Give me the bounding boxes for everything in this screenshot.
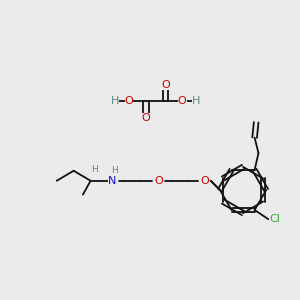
Text: Cl: Cl xyxy=(269,214,280,224)
Text: H: H xyxy=(111,166,118,175)
Text: O: O xyxy=(161,80,170,89)
Text: O: O xyxy=(142,113,150,123)
Text: H: H xyxy=(91,166,98,175)
Text: O: O xyxy=(125,96,134,106)
Text: O: O xyxy=(154,176,163,186)
Text: O: O xyxy=(200,176,209,186)
Text: H: H xyxy=(192,96,200,106)
Text: N: N xyxy=(108,176,116,186)
Text: O: O xyxy=(178,96,187,106)
Text: H: H xyxy=(111,96,119,106)
